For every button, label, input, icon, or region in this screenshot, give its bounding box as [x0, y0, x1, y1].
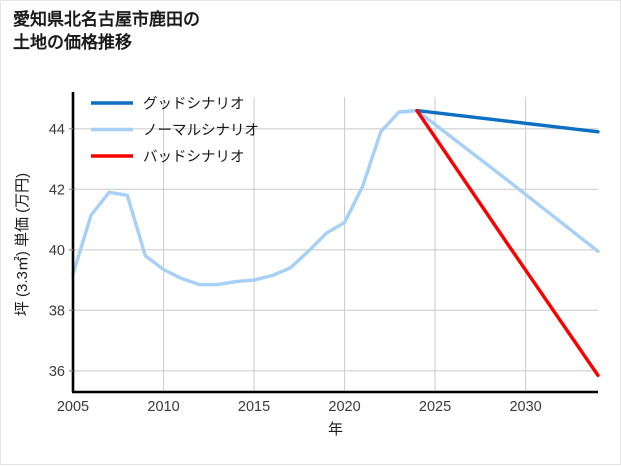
gridlines [72, 97, 598, 392]
y-tick-label: 36 [49, 364, 65, 380]
page-title: 愛知県北名古屋市鹿田の 土地の価格推移 [13, 10, 200, 52]
x-tick-label: 2015 [238, 399, 270, 415]
x-tick-label: 2005 [57, 399, 89, 415]
axis-titles: 年 坪 (3.3㎡) 単価 (万円) [14, 173, 343, 438]
x-tick-label: 2020 [328, 399, 360, 415]
y-tick-label: 38 [49, 303, 65, 319]
y-tick-label: 40 [49, 243, 65, 259]
tick-labels: 36 38 40 42 44 2005 2010 2015 2020 2025 2030 [49, 122, 542, 415]
plot-lines [71, 108, 600, 378]
legend-label: グッドシナリオ [143, 96, 245, 113]
x-tick-label: 2030 [509, 399, 541, 415]
x-tick-label: 2010 [147, 399, 179, 415]
y-axis-title: 坪 (3.3㎡) 単価 (万円) [14, 173, 31, 316]
legend-label: バッドシナリオ [143, 150, 245, 166]
series-line [415, 108, 600, 378]
series-line [415, 108, 600, 134]
axis-lines [69, 92, 598, 394]
x-axis-title: 年 [328, 421, 343, 438]
x-tick-label: 2025 [419, 399, 451, 415]
legend-label: ノーマルシナリオ [143, 123, 259, 139]
y-tick-label: 44 [49, 122, 65, 138]
series-line [71, 108, 600, 287]
y-tick-label: 42 [49, 182, 65, 198]
